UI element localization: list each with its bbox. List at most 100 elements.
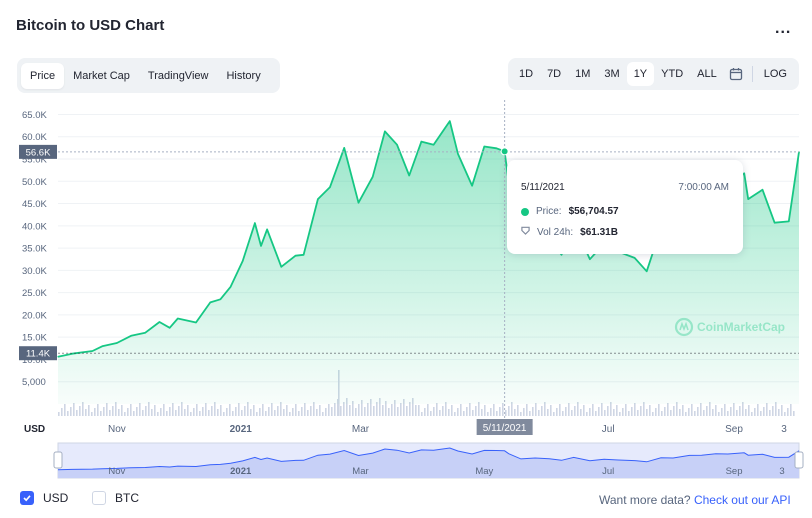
price-point [242, 260, 244, 262]
tab-price[interactable]: Price [21, 62, 65, 89]
crosshair-point [500, 147, 509, 156]
price-point [266, 228, 268, 230]
volume-bar [682, 405, 684, 416]
btc-toggle[interactable]: BTC [92, 491, 139, 505]
volume-bar [292, 408, 294, 416]
range-1d-button[interactable]: 1D [519, 68, 534, 80]
range-1m-button[interactable]: 1M [575, 68, 591, 80]
volume-bar [751, 412, 753, 416]
volume-bar [496, 411, 498, 416]
volume-bar [334, 403, 336, 416]
volume-bar [559, 404, 561, 416]
volume-bar [544, 402, 546, 416]
volume-bar [703, 410, 705, 416]
volume-bar [469, 403, 471, 416]
x-tick-label: Mar [352, 424, 370, 435]
price-point [169, 327, 171, 329]
volume-bar [211, 406, 213, 416]
volume-bar [181, 402, 183, 416]
btc-checkbox[interactable] [92, 491, 106, 505]
volume-bar [580, 409, 582, 416]
log-scale-button[interactable]: LOG [763, 68, 787, 80]
y-tick-label: 60.0K [22, 132, 47, 143]
range-7d-button[interactable]: 7D [547, 68, 562, 80]
volume-bar [97, 404, 99, 416]
volume-bar [307, 410, 309, 416]
volume-bar [430, 411, 432, 416]
more-options-button[interactable]: ... [775, 20, 792, 37]
volume-bar [121, 405, 123, 416]
volume-bar [565, 407, 567, 416]
volume-bar [733, 403, 735, 416]
volume-bar [208, 410, 210, 416]
volume-bar [370, 399, 372, 416]
volume-bar [397, 407, 399, 416]
tab-history[interactable]: History [226, 69, 261, 82]
price-point [774, 222, 776, 224]
price-point [317, 198, 319, 200]
volume-bar [319, 405, 321, 416]
y-tick-label: 20.0K [22, 310, 47, 321]
volume-bar [739, 406, 741, 416]
price-point [260, 245, 262, 247]
coinmarketcap-watermark: CoinMarketCap [674, 317, 785, 337]
volume-bar [535, 403, 537, 416]
price-point [177, 317, 179, 320]
crosshair-date-tag: 5/11/2021 [483, 423, 527, 434]
tab-market-cap[interactable]: Market Cap [73, 69, 130, 82]
range-3m-button[interactable]: 3M [604, 68, 620, 80]
price-point [219, 298, 222, 300]
volume-bar [256, 412, 258, 416]
volume-bar [106, 403, 108, 416]
volume-bar [118, 409, 120, 416]
navigator-right-handle[interactable] [794, 451, 804, 469]
api-link[interactable]: Check out our API [693, 493, 791, 507]
price-area [58, 121, 799, 404]
usd-toggle[interactable]: USD [20, 491, 68, 505]
price-point [195, 321, 197, 324]
volume-bar [640, 406, 642, 416]
range-all-button[interactable]: ALL [697, 68, 717, 80]
usd-checkbox[interactable] [20, 491, 34, 505]
volume-bar [748, 405, 750, 416]
volume-bar [85, 409, 87, 416]
volume-bar [709, 402, 711, 416]
volume-bar [637, 410, 639, 416]
volume-bar [424, 408, 426, 416]
price-chart[interactable]: 5,000 10.0K 15.0K 20.0K 25.0K 30.0K 35.0K 40.0K… [0, 95, 812, 485]
tab-tradingview[interactable]: TradingView [147, 69, 209, 82]
volume-bar [160, 408, 162, 416]
range-ytd-button[interactable]: YTD [661, 68, 684, 80]
navigator-tick-label: Nov [108, 466, 125, 477]
volume-bar [232, 411, 234, 416]
range-1y-button[interactable]: 1Y [626, 62, 655, 86]
volume-bar [793, 411, 795, 416]
calendar-icon[interactable] [724, 62, 748, 86]
volume-bar [517, 405, 519, 416]
volume-bar [448, 409, 450, 416]
currency-axis-label: USD [24, 424, 45, 435]
volume-bar [442, 406, 444, 416]
volume-bar [136, 407, 138, 416]
volume-bar [133, 411, 135, 416]
volume-bar [382, 405, 384, 416]
volume-bar [727, 411, 729, 416]
volume-bar [166, 411, 168, 416]
volume-bar [175, 410, 177, 416]
usd-label: USD [43, 491, 69, 505]
navigator-left-handle[interactable] [53, 451, 63, 469]
volume-bar [649, 405, 651, 416]
volume-bar [169, 407, 171, 416]
volume-bar [715, 405, 717, 416]
volume-bar [148, 402, 150, 416]
price-point [329, 186, 331, 188]
volume-bar [298, 411, 300, 416]
tooltip-volume-row: Vol 24h: $61.31B [521, 226, 618, 238]
volume-bar [553, 412, 555, 416]
price-point [495, 147, 498, 149]
volume-bar [247, 402, 249, 416]
price-point [116, 342, 118, 344]
price-point [158, 321, 161, 323]
volume-bar [679, 409, 681, 416]
volume-bar [322, 412, 324, 416]
